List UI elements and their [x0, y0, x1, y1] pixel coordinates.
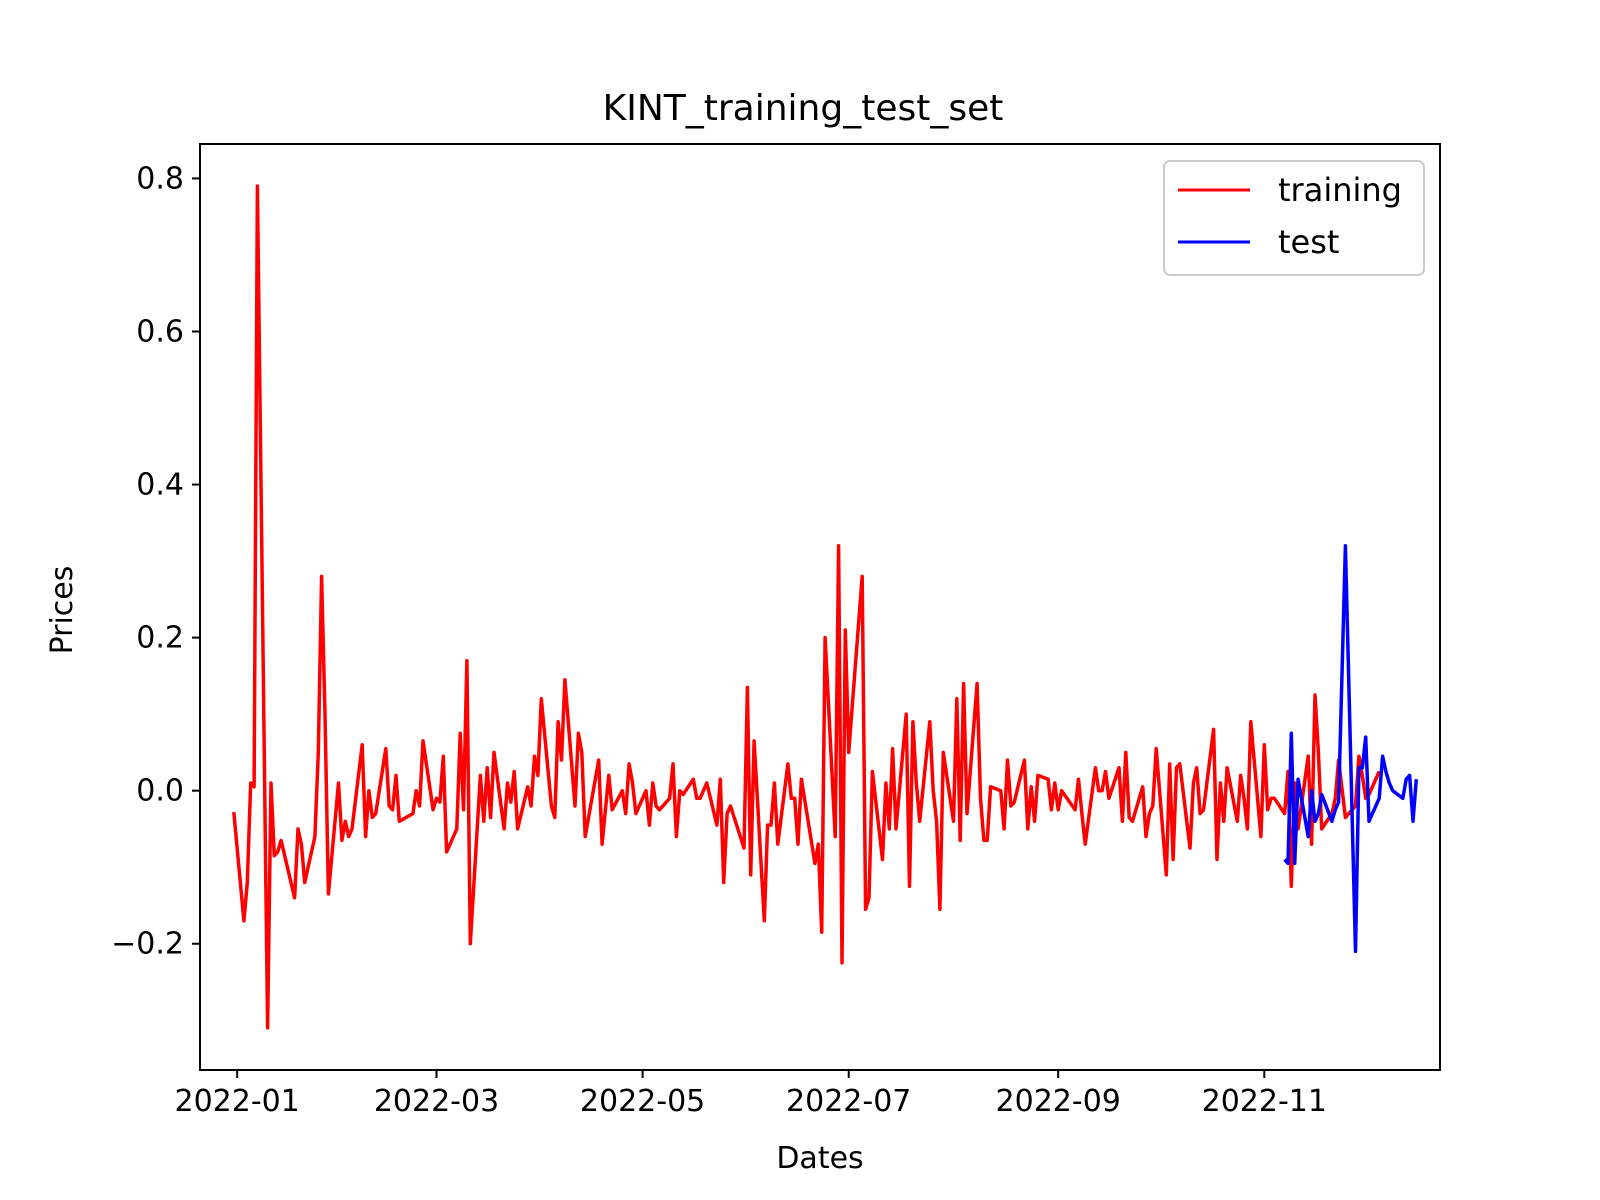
x-tick-label: 2022-11	[1202, 1084, 1327, 1119]
series-line-test	[1283, 544, 1419, 954]
y-tick-label: −0.2	[111, 927, 184, 962]
y-tick-label: 0.0	[136, 774, 184, 809]
x-tick-label: 2022-07	[786, 1084, 911, 1119]
series-line-training	[232, 184, 1381, 1030]
x-axis-label: Dates	[776, 1141, 863, 1176]
x-tick-label: 2022-01	[174, 1084, 299, 1119]
legend-label-training: training	[1278, 171, 1402, 209]
series-layer	[232, 184, 1419, 1030]
y-tick-label: 0.6	[136, 314, 184, 349]
plot-frame	[199, 143, 1441, 1071]
x-tick-label: 2022-05	[580, 1084, 705, 1119]
legend-label-test: test	[1278, 223, 1339, 261]
x-tick-label: 2022-03	[374, 1084, 499, 1119]
y-tick-label: 0.8	[136, 161, 184, 196]
chart-title: KINT_training_test_set	[603, 88, 1004, 129]
y-tick-label: 0.4	[136, 468, 184, 503]
legend: training test	[1163, 160, 1425, 276]
x-axis: 2022-01 2022-03 2022-05 2022-07 2022-09 2022-…	[174, 1070, 1327, 1119]
x-tick-label: 2022-09	[996, 1084, 1121, 1119]
y-axis-label: Prices	[45, 566, 80, 655]
y-tick-label: 0.2	[136, 621, 184, 656]
y-axis: 0.8 0.6 0.4 0.2 0.0 −0.2	[111, 161, 200, 962]
